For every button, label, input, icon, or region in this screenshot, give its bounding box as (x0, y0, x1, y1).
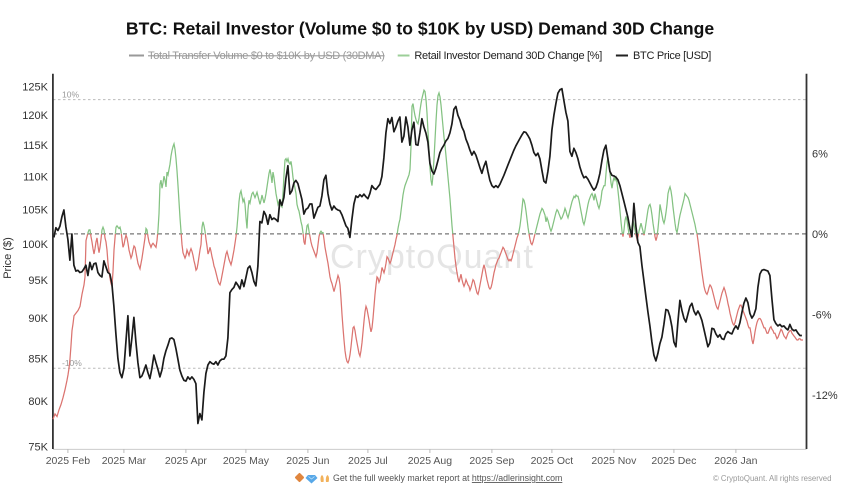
svg-text:2025 Apr: 2025 Apr (165, 455, 208, 467)
svg-text:0%: 0% (812, 229, 828, 241)
svg-text:125K: 125K (22, 81, 48, 93)
svg-text:100K: 100K (22, 239, 48, 251)
svg-text:Total Transfer Volume $0 to $1: Total Transfer Volume $0 to $10K by USD … (148, 50, 385, 62)
svg-text:2026 Jan: 2026 Jan (714, 455, 757, 467)
svg-text:2025 Feb: 2025 Feb (46, 455, 91, 467)
svg-text:CryptoQuant: CryptoQuant (330, 238, 534, 276)
svg-text:2025 May: 2025 May (223, 455, 270, 467)
svg-text:95K: 95K (28, 275, 48, 287)
svg-text:10%: 10% (62, 90, 79, 100)
svg-text:2025 Jul: 2025 Jul (348, 455, 388, 467)
svg-text:2025 Oct: 2025 Oct (531, 455, 574, 467)
svg-text:6%: 6% (812, 148, 828, 160)
svg-text:110K: 110K (23, 172, 49, 184)
svg-text:2025 Dec: 2025 Dec (651, 455, 696, 467)
svg-text:2025 Aug: 2025 Aug (408, 455, 453, 467)
svg-text:BTC Price [USD]: BTC Price [USD] (633, 50, 711, 62)
svg-text:75K: 75K (28, 442, 48, 454)
svg-text:80K: 80K (28, 396, 48, 408)
svg-text:Retail Investor Demand 30D Cha: Retail Investor Demand 30D Change [%] (414, 50, 602, 62)
svg-text:Price ($): Price ($) (2, 237, 14, 279)
svg-text:90K: 90K (28, 313, 48, 325)
svg-text:© CryptoQuant. All rights rese: © CryptoQuant. All rights reserved (713, 474, 831, 483)
svg-text:120K: 120K (22, 110, 48, 122)
svg-text:-12%: -12% (812, 390, 838, 402)
svg-text:2025 Mar: 2025 Mar (102, 455, 147, 467)
svg-text:105K: 105K (22, 204, 48, 216)
svg-text:BTC: Retail Investor (Volume $: BTC: Retail Investor (Volume $0 to $10K … (126, 19, 714, 39)
svg-text:2025 Sep: 2025 Sep (469, 455, 514, 467)
svg-text:115K: 115K (23, 140, 49, 152)
svg-text:2025 Nov: 2025 Nov (591, 455, 637, 467)
svg-text:85K: 85K (28, 353, 48, 365)
svg-text:2025 Jun: 2025 Jun (286, 455, 329, 467)
svg-text:Get the full weekly market rep: Get the full weekly market report at htt… (333, 473, 562, 483)
svg-text:-10%: -10% (62, 358, 82, 368)
svg-text:-6%: -6% (812, 310, 832, 322)
